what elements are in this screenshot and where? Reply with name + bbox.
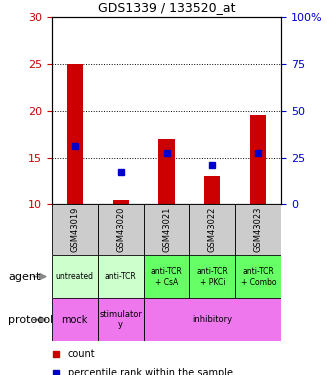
Text: stimulator
y: stimulator y (99, 310, 142, 329)
Bar (235, 255, 281, 298)
Bar (98, 255, 144, 298)
Bar (250, 116, 266, 204)
Text: GSM43019: GSM43019 (70, 207, 79, 252)
Bar (144, 255, 189, 298)
Text: inhibitory: inhibitory (192, 315, 232, 324)
Bar (52, 298, 98, 341)
Bar (144, 204, 189, 255)
Text: anti-TCR
+ CsA: anti-TCR + CsA (151, 267, 182, 286)
Bar (204, 176, 220, 204)
Title: GDS1339 / 133520_at: GDS1339 / 133520_at (98, 2, 235, 14)
Bar (98, 298, 144, 341)
Text: GSM43020: GSM43020 (116, 207, 125, 252)
Bar (52, 255, 98, 298)
Bar (189, 204, 235, 255)
Text: GSM43023: GSM43023 (254, 207, 263, 252)
Bar (98, 204, 144, 255)
Text: untreated: untreated (56, 272, 94, 281)
Text: count: count (68, 350, 95, 359)
Text: GSM43021: GSM43021 (162, 207, 171, 252)
Text: mock: mock (61, 315, 88, 325)
Text: percentile rank within the sample: percentile rank within the sample (68, 368, 233, 375)
Bar (67, 64, 83, 204)
Bar (113, 200, 129, 204)
Bar (235, 204, 281, 255)
Bar (159, 139, 174, 204)
Bar (189, 255, 235, 298)
Bar (52, 204, 98, 255)
Text: anti-TCR
+ Combo: anti-TCR + Combo (241, 267, 276, 286)
Text: protocol: protocol (8, 315, 54, 325)
Text: GSM43022: GSM43022 (208, 207, 217, 252)
Text: anti-TCR: anti-TCR (105, 272, 137, 281)
Bar (144, 298, 281, 341)
Text: agent: agent (8, 272, 41, 282)
Text: anti-TCR
+ PKCi: anti-TCR + PKCi (196, 267, 228, 286)
